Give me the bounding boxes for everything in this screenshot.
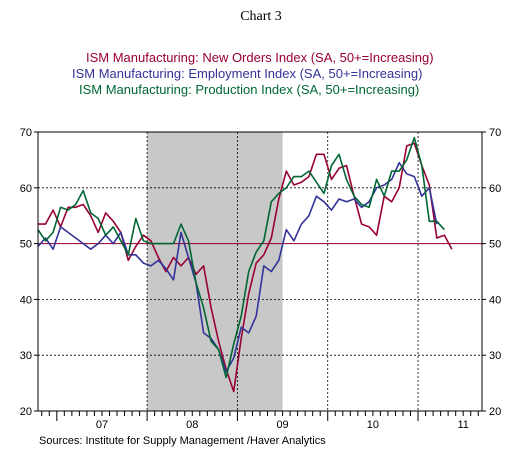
series-line-2 <box>37 161 438 373</box>
series-lines <box>37 136 453 393</box>
x-tick-label-07: 07 <box>96 419 108 431</box>
y-tick-label-right-30: 30 <box>489 350 501 362</box>
y-tick-label-left-70: 70 <box>20 127 32 139</box>
y-tick-label-left-20: 20 <box>20 406 32 418</box>
y-tick-label-left-30: 30 <box>20 350 32 362</box>
y-tick-label-left-50: 50 <box>20 239 32 251</box>
x-tick-label-11: 11 <box>457 419 468 431</box>
recession-shading <box>147 132 283 411</box>
y-axis-left: 20 30 40 50 60 70 <box>20 127 38 418</box>
y-tick-label-right-70: 70 <box>489 127 501 139</box>
y-tick-label-right-50: 50 <box>489 239 501 251</box>
series-line-1 <box>38 142 453 393</box>
y-tick-label-right-60: 60 <box>489 183 501 195</box>
x-axis: 07 08 09 10 11 <box>41 411 479 431</box>
series-line-3 <box>37 136 445 379</box>
legend: ISM Manufacturing: New Orders Index (SA,… <box>72 50 434 97</box>
x-tick-label-09: 09 <box>276 419 288 431</box>
legend-item-1: ISM Manufacturing: New Orders Index (SA,… <box>86 50 434 65</box>
legend-item-3: ISM Manufacturing: Production Index (SA,… <box>79 82 419 97</box>
chart-title: Chart 3 <box>240 9 282 24</box>
y-tick-label-right-40: 40 <box>489 294 501 306</box>
y-tick-label-left-40: 40 <box>20 294 32 306</box>
y-tick-label-left-60: 60 <box>20 183 32 195</box>
y-axis-right: 20 30 40 50 60 70 <box>482 127 501 418</box>
y-tick-label-right-20: 20 <box>489 406 501 418</box>
x-tick-label-08: 08 <box>186 419 198 431</box>
legend-item-2: ISM Manufacturing: Employment Index (SA,… <box>72 66 422 81</box>
source-note: Sources: Institute for Supply Management… <box>39 435 326 447</box>
x-tick-label-10: 10 <box>367 419 379 431</box>
